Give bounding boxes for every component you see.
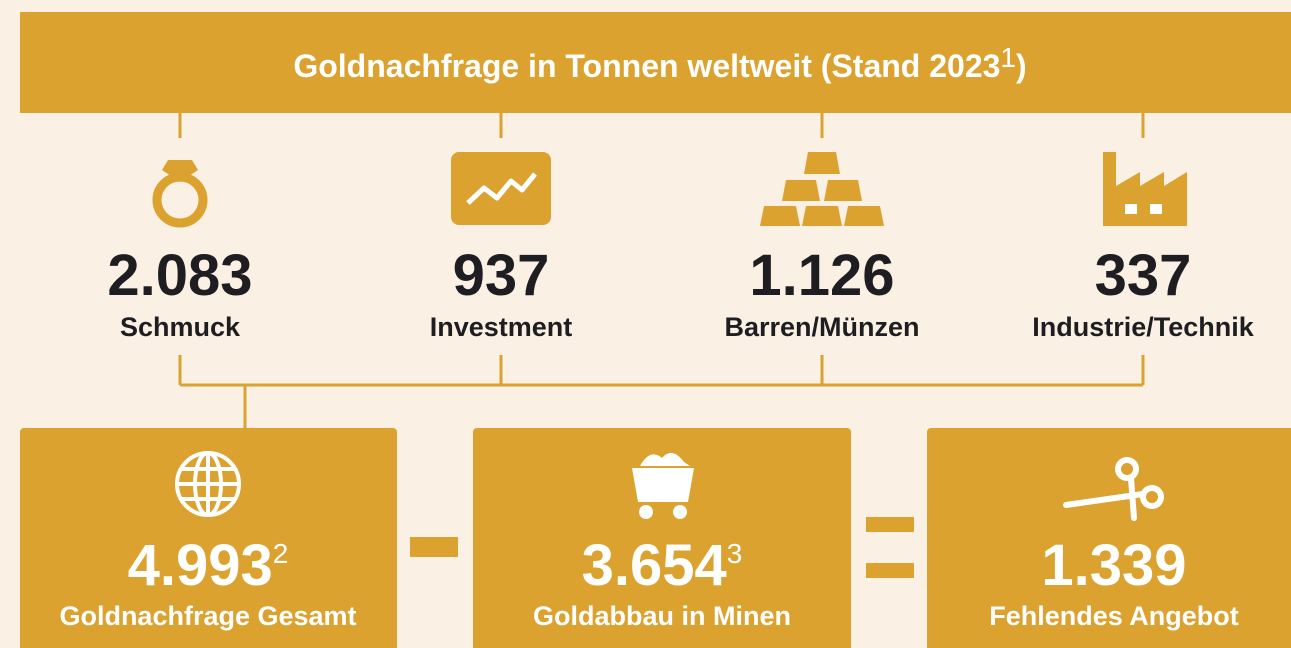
- title-text: Goldnachfrage in Tonnen weltweit (Stand …: [293, 48, 1000, 84]
- bars-icon: [760, 152, 884, 226]
- category-value: 337: [1095, 243, 1192, 308]
- total-box: [473, 428, 851, 648]
- total-label: Goldabbau in Minen: [533, 601, 791, 631]
- total-values: 4.9932 3.6543 1.339 Goldnachfrage Gesamt…: [59, 533, 1238, 631]
- factory-icon: [1103, 152, 1187, 226]
- title-end: ): [1016, 48, 1027, 84]
- connectors: [178, 113, 1145, 428]
- category-label: Investment: [430, 312, 573, 342]
- total-label: Goldnachfrage Gesamt: [59, 601, 356, 631]
- total-value: 3.6543: [582, 533, 743, 598]
- header-bar: [20, 12, 1291, 113]
- investment-icon: [451, 152, 551, 225]
- scissors-icon: [1063, 457, 1164, 521]
- category-label: Barren/Münzen: [724, 312, 919, 342]
- equals-sign: [866, 517, 914, 532]
- total-footnote: 3: [727, 538, 743, 569]
- category-value: 1.126: [749, 243, 894, 308]
- minus-sign: [410, 537, 458, 557]
- globe-icon: [175, 451, 241, 517]
- total-label: Fehlendes Angebot: [989, 601, 1239, 631]
- total-footnote: 2: [273, 538, 289, 569]
- cart-icon: [632, 452, 694, 519]
- total-value: 4.9932: [128, 533, 289, 598]
- total-box: [927, 428, 1291, 648]
- category-label: Industrie/Technik: [1032, 312, 1255, 342]
- category-value: 937: [453, 243, 550, 308]
- category-label: Schmuck: [120, 312, 241, 342]
- total-number: 3.654: [582, 533, 727, 598]
- equals-sign: [866, 563, 914, 578]
- total-number: 1.339: [1041, 533, 1186, 598]
- header-title: Goldnachfrage in Tonnen weltweit (Stand …: [293, 42, 1026, 84]
- ring-icon: [152, 160, 208, 228]
- total-box: [20, 428, 397, 648]
- title-footnote: 1: [1000, 42, 1016, 73]
- total-number: 4.993: [128, 533, 273, 598]
- category-values: 2.083 937 1.126 337 Schmuck Investment B…: [107, 243, 1254, 342]
- category-value: 2.083: [107, 243, 252, 308]
